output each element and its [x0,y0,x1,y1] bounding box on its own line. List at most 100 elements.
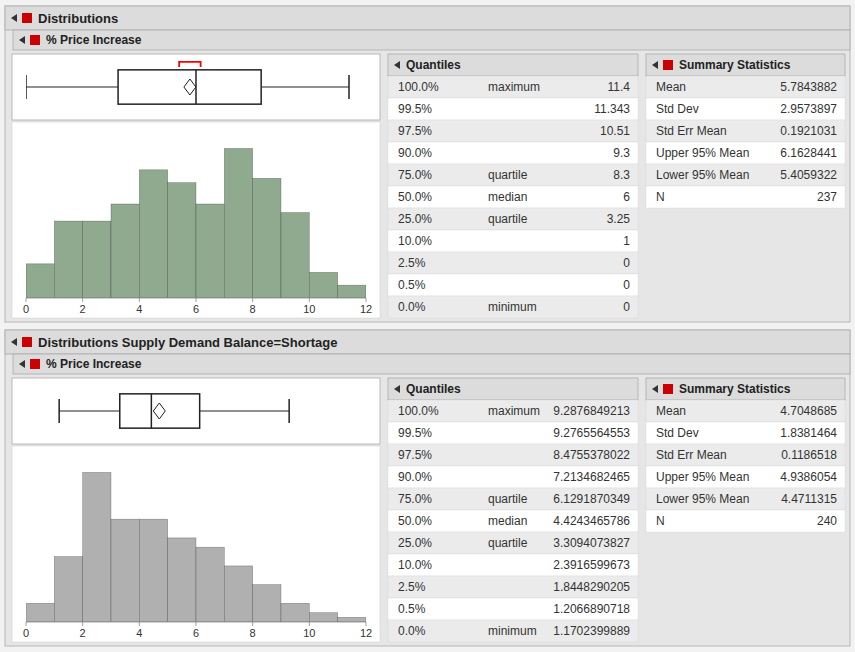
x-tick-label: 2 [80,627,86,639]
summary-value: 0.1186518 [781,448,837,462]
table-row [388,296,638,318]
panel-subtitle: % Price Increase [46,33,142,47]
histogram-bar [338,285,366,298]
x-tick [252,298,253,302]
x-tick-label: 10 [303,303,315,315]
histogram-bar [309,272,337,298]
x-tick [139,622,140,626]
quantile-percent: 90.0% [398,146,432,160]
x-tick-label: 6 [193,303,199,315]
summary-value: 6.1628441 [780,146,837,160]
quantile-label: quartile [488,492,528,506]
quantile-percent: 25.0% [398,536,432,550]
summary-value: 4.9386054 [780,470,837,484]
x-tick [309,622,310,626]
quantile-value: 3.3094073827 [553,536,630,550]
quantile-value: 1.8448290205 [553,580,630,594]
x-tick [366,622,367,626]
summary-value: 4.4711315 [781,492,837,506]
collapse-icon [19,360,25,368]
panel-title: Distributions [38,11,118,26]
table-title: Summary Statistics [679,58,791,72]
quantile-percent: 0.0% [398,624,426,638]
histogram-bar [224,566,252,622]
histogram-area [12,122,380,318]
histogram-bar [83,221,111,298]
summary-value: 2.9573897 [780,102,837,116]
table-row [646,186,845,208]
summary-table: Summary StatisticsMean5.7843882Std Dev2.… [646,54,845,208]
menu-icon [30,35,40,45]
quantile-percent: 97.5% [398,124,432,138]
table-row [388,620,638,642]
quantile-value: 6 [623,190,630,204]
iqr-box [118,70,261,104]
quantile-label: maximum [488,404,540,418]
boxplot-area [12,378,380,444]
table-row [388,598,638,620]
header-bar [646,54,845,76]
x-tick [26,622,27,626]
quantile-label: median [488,190,527,204]
quantile-value: 9.3 [613,146,630,160]
table-row [646,98,845,120]
quantile-value: 4.4243465786 [553,514,630,528]
histogram-bar [168,538,196,622]
quantile-percent: 25.0% [398,212,432,226]
collapse-icon [11,14,17,22]
histogram-bar [196,204,224,298]
summary-table: Summary StatisticsMean4.7048685Std Dev1.… [646,378,845,532]
table-row [388,120,638,142]
x-tick [139,298,140,302]
histogram [26,472,366,622]
summary-label: Std Err Mean [656,448,727,462]
table-row [388,466,638,488]
histogram-bar [139,170,167,298]
table-title: Quantiles [406,58,461,72]
table-row [388,488,638,510]
quantile-value: 6.1291870349 [553,492,630,506]
table-title: Quantiles [406,382,461,396]
summary-label: Std Dev [656,426,699,440]
histogram-bar [196,547,224,622]
quantile-percent: 75.0% [398,168,432,182]
page: Distributions % Price Increase 0 2 4 6 8 10 12 Qu… [0,0,855,652]
panel: Distributions% Price Increase024681012Qu… [5,6,850,322]
menu-icon [30,359,40,369]
histogram-bar [26,603,54,622]
table-row [646,400,845,422]
summary-label: Std Err Mean [656,124,727,138]
x-tick-label: 4 [136,303,142,315]
quantile-value: 0 [623,256,630,270]
quantile-value: 9.2876849213 [553,404,630,418]
panel-title: Distributions Supply Demand Balance=Shor… [38,335,337,350]
header-bar [5,330,850,354]
whisker [59,410,120,411]
collapse-icon [394,385,400,393]
quantile-value: 11.343 [594,102,630,116]
x-tick-label: 8 [250,303,256,315]
quantile-value: 9.2765564553 [553,426,630,440]
quantile-value: 1.1702399889 [553,624,630,638]
quantile-percent: 100.0% [398,404,439,418]
header-bar [388,378,638,400]
histogram-bar [111,519,139,622]
histogram-bar [338,617,366,622]
x-tick-label: 6 [193,627,199,639]
header-bar [388,54,638,76]
x-tick-label: 0 [23,627,29,639]
summary-value: 5.4059322 [780,168,837,182]
x-tick [366,298,367,302]
x-tick [196,622,197,626]
quantile-percent: 50.0% [398,190,432,204]
x-tick-label: 12 [360,627,372,639]
histogram-bar [168,183,196,298]
summary-label: Lower 95% Mean [656,492,749,506]
whisker-cap [348,75,350,99]
quantile-percent: 2.5% [398,256,426,270]
table-row [388,400,638,422]
mean-diamond [153,403,165,419]
histogram-bar [281,603,309,622]
mean-ci-bracket [179,62,200,67]
quantile-percent: 50.0% [398,514,432,528]
